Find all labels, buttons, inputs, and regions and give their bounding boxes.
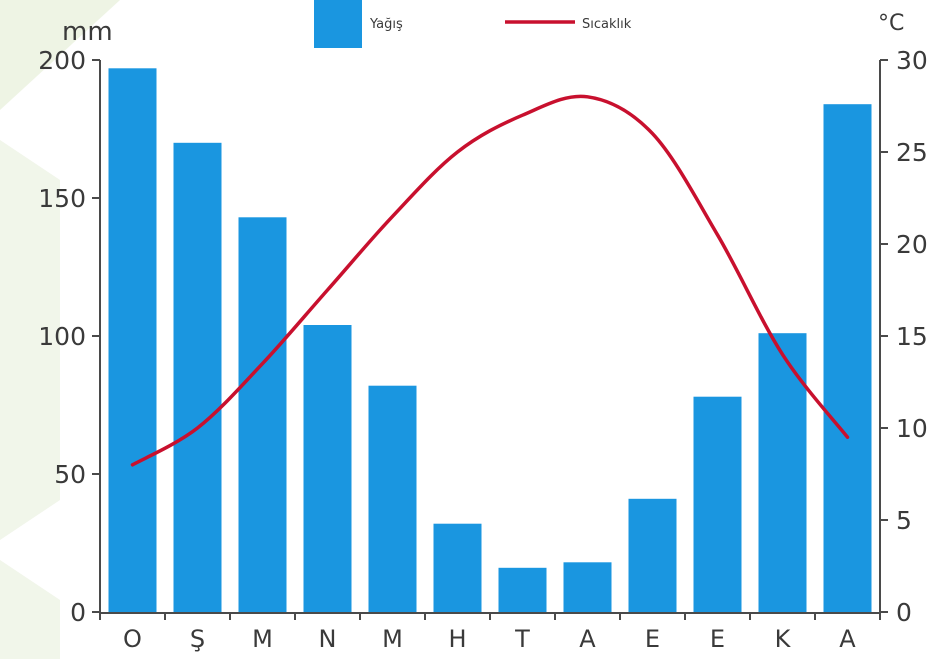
legend-label-line: Sıcaklık	[582, 17, 632, 32]
axes-layer	[92, 59, 888, 620]
bar-7	[563, 562, 612, 612]
x-tick-label-0: O	[123, 625, 142, 653]
right-tick-label-1: 5	[896, 506, 912, 535]
x-tick-label-8: E	[645, 625, 660, 653]
x-tick-label-11: A	[839, 625, 856, 653]
right-tick-label-4: 20	[896, 230, 928, 259]
bar-1	[173, 142, 222, 613]
x-tick-label-1: Ş	[190, 625, 205, 653]
x-tick-label-7: A	[579, 625, 596, 653]
right-axis-unit: °C	[878, 11, 904, 36]
bars-layer	[108, 68, 872, 613]
x-tick-label-10: K	[775, 625, 792, 653]
legend-label-bar: Yağış	[369, 17, 403, 32]
right-tick-label-2: 10	[896, 414, 928, 443]
labels-layer: 0 50 100 150 200 0 5 10 15 20 25 30 O Ş M N M H T A E E K Amm °C	[38, 11, 928, 653]
bar-11	[823, 104, 872, 612]
bar-0	[108, 68, 157, 613]
bar-5	[433, 523, 482, 612]
right-tick-label-5: 25	[896, 138, 928, 167]
x-tick-label-9: E	[710, 625, 725, 653]
right-tick-label-0: 0	[896, 598, 912, 627]
x-tick-label-5: H	[448, 625, 466, 653]
left-axis-unit: mm	[62, 17, 113, 47]
x-tick-label-3: N	[319, 625, 337, 653]
right-tick-label-3: 15	[896, 322, 928, 351]
left-tick-label-3: 150	[38, 184, 86, 213]
x-tick-label-6: T	[514, 625, 530, 653]
left-tick-label-1: 50	[54, 460, 86, 489]
left-tick-label-2: 100	[38, 322, 86, 351]
left-tick-label-0: 0	[70, 598, 86, 627]
bar-2	[238, 217, 287, 613]
bar-3	[303, 325, 352, 612]
right-tick-label-6: 30	[896, 46, 928, 75]
line-layer	[130, 94, 850, 467]
bar-10	[758, 333, 807, 612]
legend-swatch-bar	[314, 0, 362, 48]
bar-6	[498, 567, 547, 612]
left-tick-label-4: 200	[38, 46, 86, 75]
bar-9	[693, 396, 742, 612]
bar-8	[628, 498, 677, 612]
legend: Yağış Sıcaklık	[314, 0, 632, 48]
x-tick-label-2: M	[252, 625, 273, 653]
x-tick-label-4: M	[382, 625, 403, 653]
bar-4	[368, 385, 417, 612]
